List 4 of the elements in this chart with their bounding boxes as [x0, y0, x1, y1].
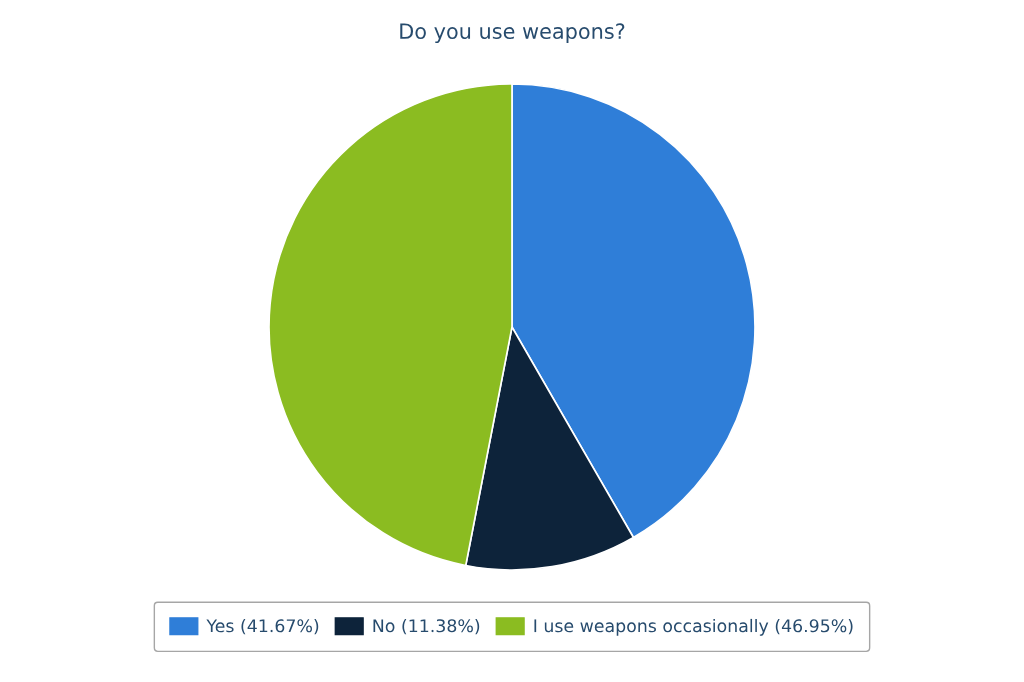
chart-title: Do you use weapons?: [400, 23, 625, 44]
legend-label: No (11.38%): [373, 618, 480, 635]
legend-label: I use weapons occasionally (46.95%): [534, 618, 853, 636]
legend-label: Yes (41.67%): [206, 618, 319, 635]
